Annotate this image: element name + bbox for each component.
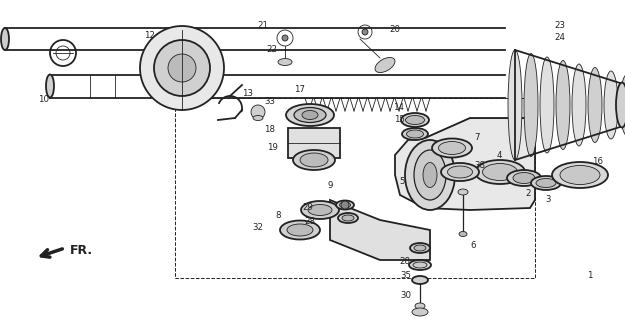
Text: 14: 14 — [394, 102, 404, 111]
Ellipse shape — [301, 201, 339, 219]
Text: 12: 12 — [144, 30, 156, 39]
Text: 7: 7 — [474, 133, 480, 142]
Text: 15: 15 — [394, 116, 406, 124]
Ellipse shape — [280, 220, 320, 239]
Ellipse shape — [302, 110, 318, 119]
Text: 9: 9 — [328, 180, 332, 189]
Ellipse shape — [294, 108, 326, 123]
Ellipse shape — [415, 303, 425, 309]
Ellipse shape — [410, 243, 430, 253]
Text: FR.: FR. — [70, 244, 93, 258]
Text: 4: 4 — [496, 150, 502, 159]
Ellipse shape — [406, 116, 424, 124]
Polygon shape — [395, 118, 535, 210]
Ellipse shape — [412, 308, 428, 316]
Text: 18: 18 — [264, 125, 276, 134]
Ellipse shape — [406, 130, 424, 138]
Text: 6: 6 — [470, 241, 476, 250]
Ellipse shape — [540, 57, 554, 153]
Text: 17: 17 — [294, 85, 306, 94]
Ellipse shape — [286, 104, 334, 126]
Ellipse shape — [458, 189, 468, 195]
Ellipse shape — [339, 202, 351, 208]
Text: 29: 29 — [302, 203, 314, 212]
Text: 2: 2 — [525, 188, 531, 197]
Text: 8: 8 — [275, 211, 281, 220]
Ellipse shape — [375, 57, 395, 73]
Ellipse shape — [536, 179, 556, 188]
Ellipse shape — [278, 59, 292, 66]
Ellipse shape — [572, 64, 586, 146]
Circle shape — [251, 105, 265, 119]
Text: 33: 33 — [264, 98, 276, 107]
Ellipse shape — [482, 164, 518, 180]
Ellipse shape — [560, 165, 600, 185]
Ellipse shape — [508, 50, 522, 160]
Text: 35: 35 — [401, 270, 411, 279]
Circle shape — [140, 26, 224, 110]
Ellipse shape — [412, 276, 428, 284]
Text: 32: 32 — [253, 223, 264, 233]
Ellipse shape — [604, 71, 618, 139]
Text: 22: 22 — [266, 45, 278, 54]
Ellipse shape — [409, 260, 431, 270]
Ellipse shape — [401, 113, 429, 127]
Ellipse shape — [441, 163, 479, 181]
Ellipse shape — [338, 213, 358, 223]
Circle shape — [154, 40, 210, 96]
Ellipse shape — [616, 83, 625, 127]
Text: 28: 28 — [399, 258, 411, 267]
Text: 23: 23 — [554, 20, 566, 29]
Ellipse shape — [293, 150, 335, 170]
Text: 13: 13 — [242, 89, 254, 98]
Ellipse shape — [531, 176, 561, 190]
Circle shape — [168, 54, 196, 82]
Ellipse shape — [414, 150, 446, 200]
Ellipse shape — [253, 116, 263, 121]
Text: 5: 5 — [399, 178, 405, 187]
Ellipse shape — [336, 201, 354, 210]
Ellipse shape — [448, 166, 472, 178]
Ellipse shape — [46, 75, 54, 98]
Ellipse shape — [1, 28, 9, 50]
Circle shape — [282, 35, 288, 41]
Text: 1: 1 — [588, 270, 592, 279]
Polygon shape — [330, 200, 430, 260]
Text: 38: 38 — [474, 161, 486, 170]
Ellipse shape — [414, 245, 426, 251]
Ellipse shape — [300, 153, 328, 167]
Ellipse shape — [507, 170, 541, 186]
Ellipse shape — [432, 139, 472, 157]
Text: 10: 10 — [39, 95, 49, 105]
Text: 16: 16 — [592, 157, 604, 166]
Ellipse shape — [413, 262, 427, 268]
Ellipse shape — [524, 53, 538, 156]
Ellipse shape — [439, 141, 466, 155]
Text: 19: 19 — [267, 143, 278, 153]
Ellipse shape — [342, 215, 354, 221]
Ellipse shape — [459, 231, 467, 236]
Text: 21: 21 — [258, 20, 269, 29]
Ellipse shape — [287, 224, 313, 236]
Ellipse shape — [552, 162, 608, 188]
Ellipse shape — [556, 60, 570, 149]
Ellipse shape — [620, 75, 625, 135]
Text: 30: 30 — [401, 291, 411, 300]
Ellipse shape — [475, 160, 525, 184]
Polygon shape — [288, 128, 340, 158]
Ellipse shape — [308, 204, 332, 215]
Text: 3: 3 — [545, 196, 551, 204]
Text: 28: 28 — [304, 218, 316, 227]
Circle shape — [362, 29, 368, 35]
Text: 24: 24 — [554, 34, 566, 43]
Circle shape — [341, 201, 349, 209]
Ellipse shape — [402, 128, 428, 140]
Ellipse shape — [513, 172, 535, 183]
Ellipse shape — [588, 68, 602, 142]
Ellipse shape — [405, 140, 455, 210]
Text: 20: 20 — [389, 26, 401, 35]
Ellipse shape — [423, 163, 437, 188]
